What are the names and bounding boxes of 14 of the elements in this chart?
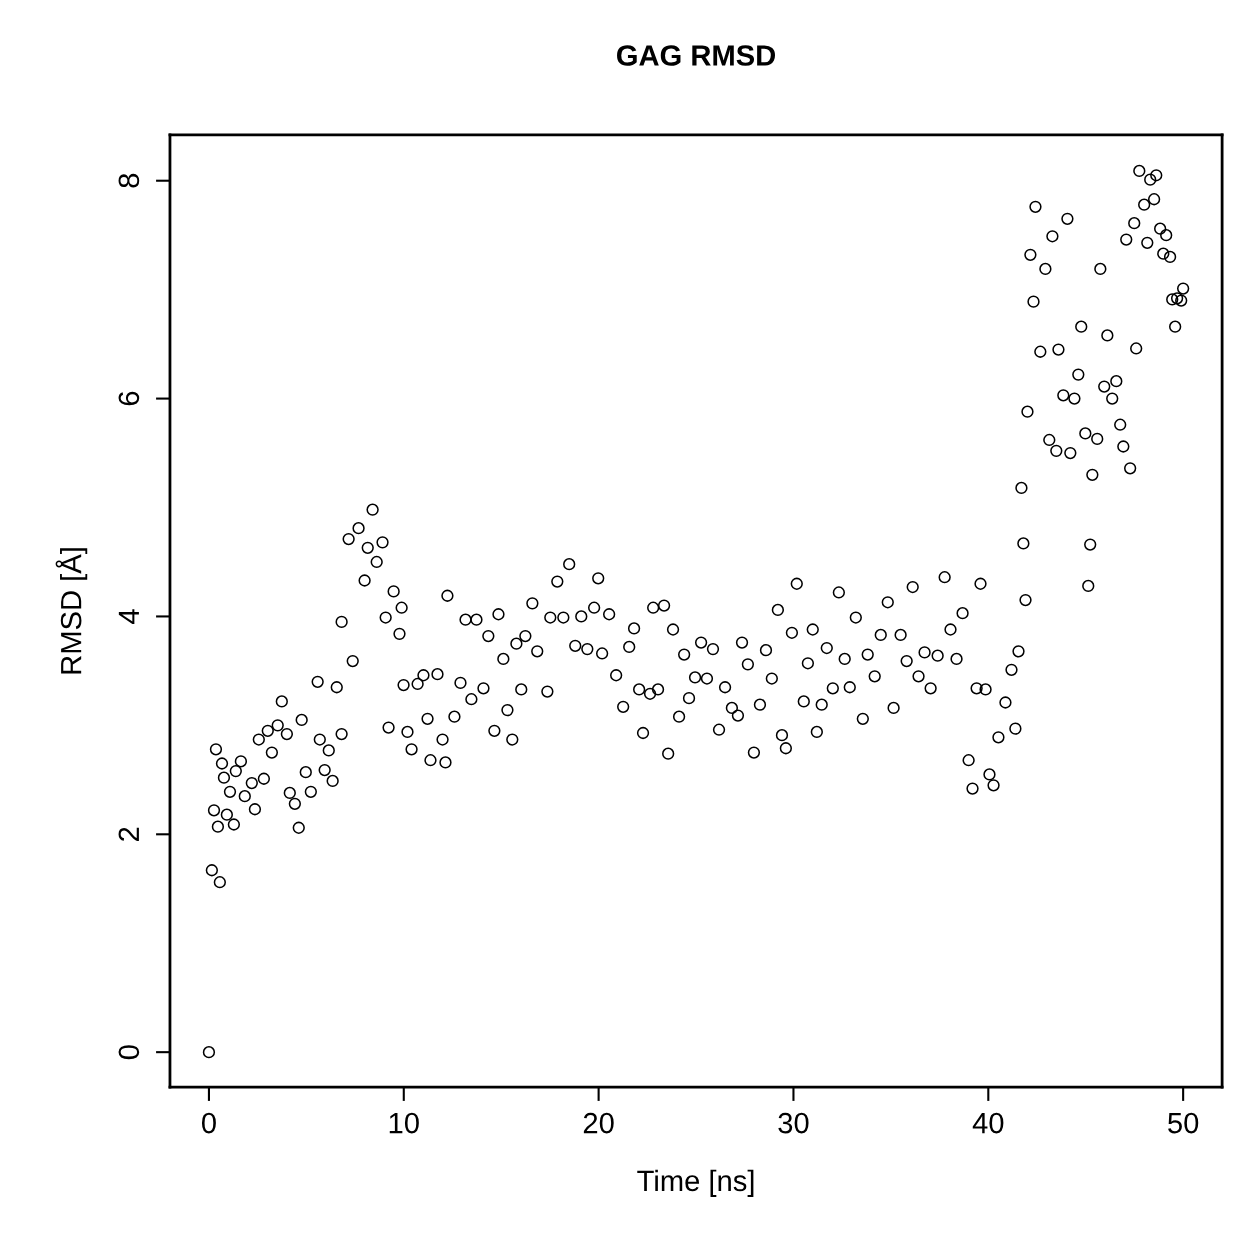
y-tick-label: 6 — [118, 391, 140, 406]
x-tick-label: 20 — [583, 1112, 614, 1134]
x-tick-label: 40 — [972, 1112, 1004, 1134]
y-tick-label: 2 — [118, 827, 139, 841]
x-axis-title: Time [ns] — [637, 1169, 754, 1197]
chart-title: GAG RMSD — [617, 45, 776, 66]
x-tick-label: 10 — [389, 1112, 419, 1134]
x-tick-label: 50 — [1168, 1112, 1199, 1134]
y-tick-label: 8 — [118, 173, 140, 188]
y-tick-label: 0 — [118, 1045, 140, 1060]
x-tick-label: 0 — [201, 1112, 216, 1134]
y-tick-label: 4 — [118, 609, 139, 624]
y-axis-title: RMSD [Å] — [55, 548, 88, 674]
x-tick-label: 30 — [778, 1112, 809, 1134]
